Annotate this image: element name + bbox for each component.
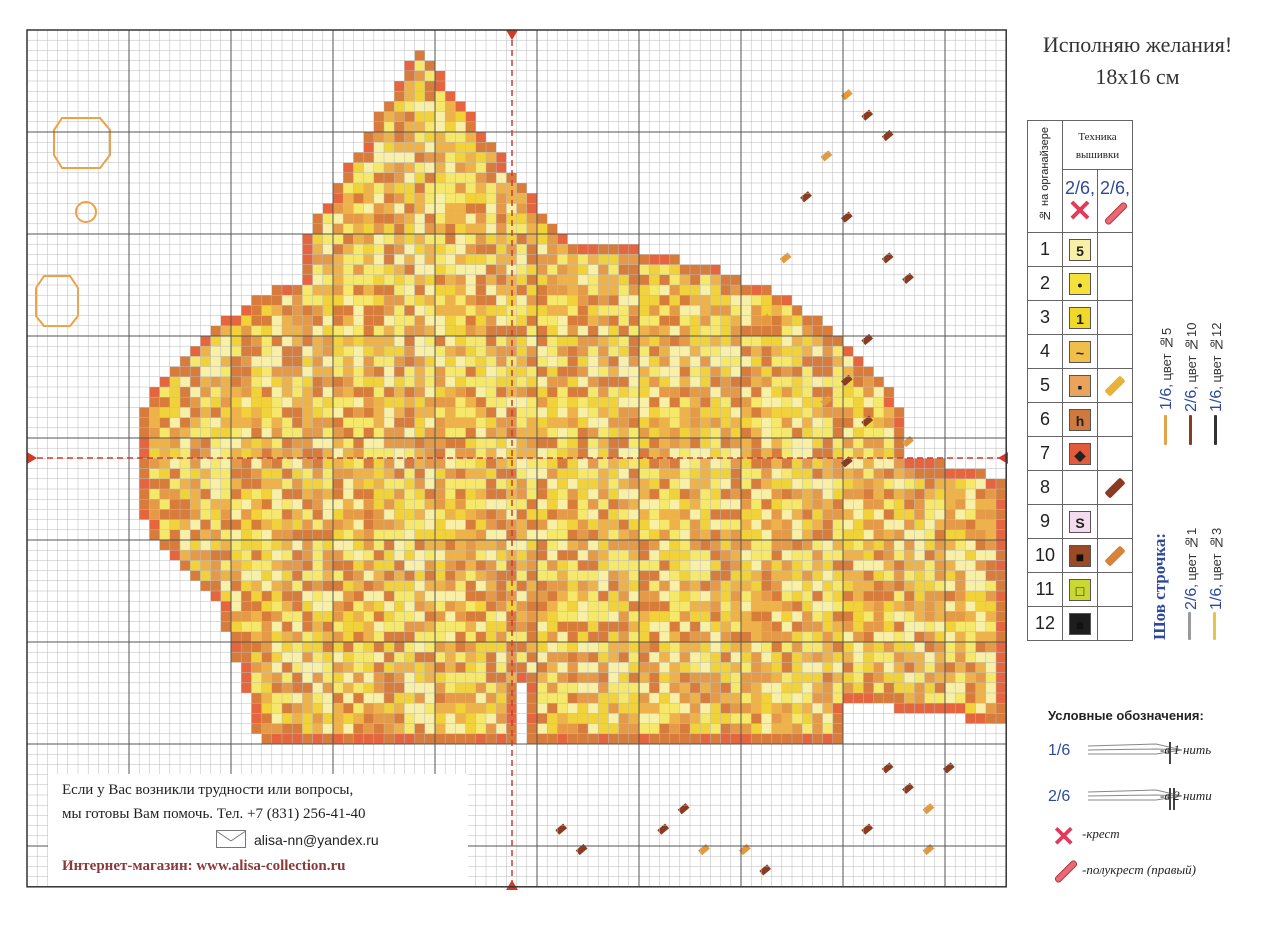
half-cross-icon [1098,199,1132,226]
notes-title: Условные обозначения: [1048,708,1204,723]
color-swatch: ■ [1069,612,1091,635]
color-swatch: ■ [1069,544,1091,567]
half-stitch-swatch [1104,374,1126,397]
color-swatch: h [1069,408,1091,431]
thread-line-1 [1164,415,1167,445]
technique-header: Техника вышивки [1075,131,1120,161]
key-row: 10 ■ [1027,538,1133,573]
color-key-table: № на органайзере Техника вышивки 2/6, ✕ … [1027,120,1133,641]
half-stitch-icon [1053,859,1079,884]
cross-icon: ✕ [1067,194,1093,228]
key-row: 11 □ [1027,572,1133,607]
cross-stitch-icon: ✕ [1052,822,1076,853]
backstitch-title: Шов строчка: [1150,532,1169,640]
thread-note-3: 1/6, цвет №12 [1208,322,1225,412]
one-thread-icon [1087,742,1183,764]
contact-line-2: мы готовы Вам помочь. Тел. +7 (831) 256-… [62,806,366,822]
key-row: 7 ◆ [1027,436,1133,471]
key-row-number: 3 [1027,300,1063,335]
half-label: 2/6, [1099,177,1131,198]
key-row: 5 ▪ [1027,368,1133,403]
key-row-number: 2 [1027,266,1063,301]
thread-line-2 [1189,415,1192,445]
key-row-number: 8 [1027,470,1063,505]
color-swatch: ▪ [1069,374,1091,397]
contact-email[interactable]: alisa-nn@yandex.ru [254,832,379,848]
cross-stitch-chart [26,29,1008,890]
key-row: 4 ~ [1027,334,1133,369]
color-swatch: 1 [1069,306,1091,329]
key-row-number: 9 [1027,504,1063,539]
key-row: 2 • [1027,266,1133,301]
thread-note-1: 1/6, цвет №5 [1158,327,1175,410]
organizer-header: № на органайзере [1039,126,1051,222]
contact-line-1: Если у Вас возникли трудности или вопрос… [62,782,354,798]
color-swatch: □ [1069,578,1091,601]
center-lines [27,30,1008,890]
chart-grid [26,29,1008,890]
color-swatch: 5 [1069,238,1091,261]
thread-note-2: 2/6, цвет №10 [1183,322,1200,412]
key-row-number: 4 [1027,334,1063,369]
cross-label: 2/6, [1064,177,1096,198]
backstitch-line-1 [1188,612,1191,640]
shop-link[interactable]: Интернет-магазин: www.alisa-collection.r… [62,858,346,874]
key-row-number: 12 [1027,606,1063,641]
mail-icon [216,830,246,848]
key-row-number: 6 [1027,402,1063,437]
color-swatch: S [1069,510,1091,533]
thread-line-3 [1214,415,1217,445]
color-swatch: • [1069,272,1091,295]
pattern-title: Исполняю желания! [1042,32,1233,57]
key-row: 12 ■ [1027,606,1133,641]
half-stitch-swatch [1104,476,1126,499]
backstitch-note-2: 1/6, цвет №3 [1208,527,1225,610]
pattern-size: 18х16 см [1095,64,1180,89]
key-row-number: 7 [1027,436,1063,471]
stitch-cells [139,50,1007,876]
key-row-number: 10 [1027,538,1063,573]
key-row-number: 1 [1027,232,1063,267]
contact-info-box: Если у Вас возникли трудности или вопрос… [48,774,468,886]
backstitch-line-2 [1213,612,1216,640]
color-swatch: ~ [1069,340,1091,363]
color-swatch: ◆ [1069,442,1091,465]
key-row: 8 [1027,470,1133,505]
key-row-number: 11 [1027,572,1063,607]
backstitch-note-1: 2/6, цвет №1 [1183,527,1200,610]
half-stitch-swatch [1104,544,1126,567]
two-thread-icon [1087,788,1183,810]
key-row-number: 5 [1027,368,1063,403]
